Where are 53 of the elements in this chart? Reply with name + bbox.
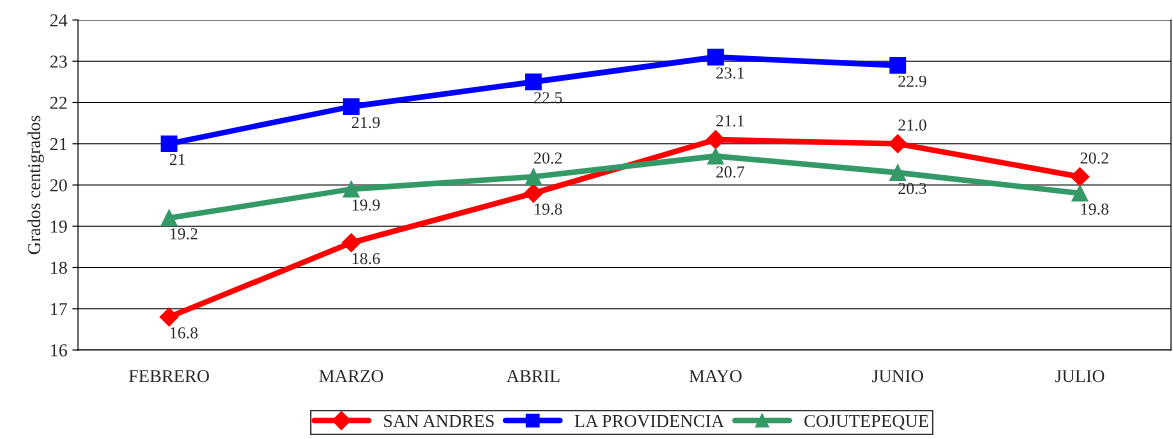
point	[523, 183, 543, 203]
point	[707, 48, 724, 66]
data-label: 18.6	[352, 252, 380, 265]
y-tick-label: 22	[50, 96, 67, 109]
point	[341, 233, 361, 253]
point	[889, 164, 907, 181]
data-label: 23.1	[716, 67, 744, 79]
legend-label: LA PROVIDENCIA	[574, 414, 725, 428]
point	[160, 135, 178, 153]
point	[525, 73, 542, 91]
y-tick-label: 18	[51, 261, 67, 274]
x-tick-label: MARZO	[319, 370, 384, 383]
data-label: 22.9	[898, 75, 927, 87]
y-axis-title: Grados centigrados	[27, 115, 44, 255]
data-label: 20.2	[1080, 152, 1109, 164]
data-label: 19.8	[1081, 203, 1109, 215]
data-label: 20.7	[716, 166, 745, 178]
data-label: 22.5	[534, 92, 562, 104]
data-label: 21	[169, 154, 185, 166]
point	[707, 147, 724, 165]
data-label: 19.8	[534, 203, 562, 215]
y-tick-label: 23	[50, 55, 67, 68]
point	[1071, 184, 1089, 202]
point	[1070, 167, 1090, 187]
legend-label: COJUTEPEQUE	[804, 414, 929, 430]
data-label: 21.1	[716, 115, 744, 127]
x-tick-label: MAYO	[689, 370, 742, 383]
y-tick-label: 17	[51, 303, 68, 316]
point	[706, 130, 726, 150]
data-label: 20.3	[898, 182, 927, 195]
point	[889, 57, 907, 74]
y-tick-label: 16	[51, 344, 68, 357]
y-tick-label: 24	[50, 14, 68, 27]
x-tick-label: FEBRERO	[128, 370, 209, 383]
data-label: 21.0	[898, 119, 927, 131]
data-label: 21.9	[351, 116, 380, 129]
data-label: 20.2	[534, 152, 562, 164]
point	[159, 307, 179, 327]
data-label: 16.8	[170, 327, 198, 339]
y-tick-label: 20	[50, 179, 67, 192]
x-tick-label: ABRIL	[506, 370, 560, 383]
point	[888, 134, 908, 154]
point	[342, 98, 360, 115]
point	[525, 168, 542, 186]
x-tick-label: JUNIO	[872, 370, 924, 383]
point	[342, 180, 360, 198]
data-label: 19.2	[170, 228, 198, 240]
y-tick-label: 21	[50, 138, 67, 151]
x-tick-label: JULIO	[1055, 370, 1105, 383]
data-label: 19.9	[352, 199, 380, 211]
point	[160, 209, 178, 227]
legend-label: SAN ANDRES	[384, 414, 494, 428]
y-tick-label: 19	[51, 220, 67, 233]
